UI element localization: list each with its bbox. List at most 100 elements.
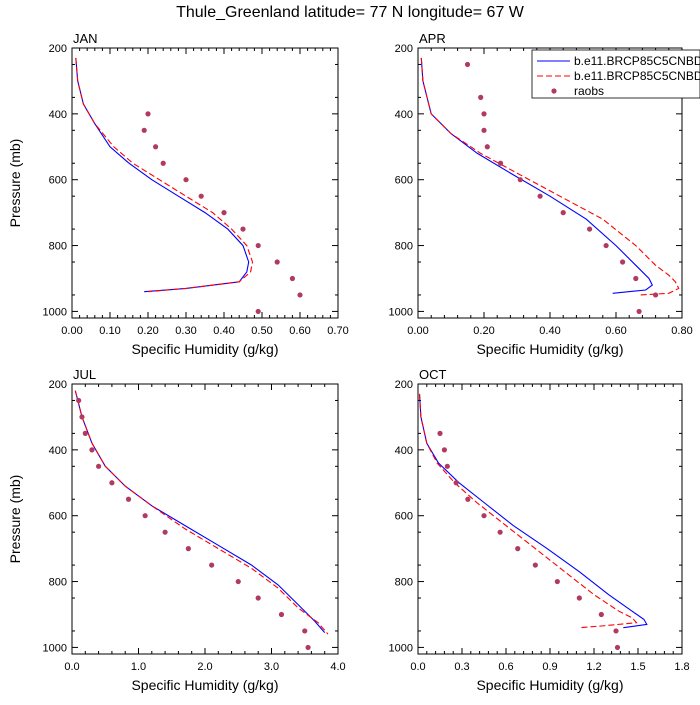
raobs-point — [302, 628, 308, 634]
raobs-point — [255, 595, 261, 601]
x-tick-label: 0.30 — [175, 325, 196, 337]
raobs-point — [305, 644, 311, 651]
raobs-point — [185, 546, 191, 552]
x-tick-label: 0.40 — [539, 325, 560, 337]
raobs-point — [517, 177, 523, 183]
x-tick-label: 1.0 — [131, 661, 146, 673]
data-layer — [418, 393, 648, 651]
raobs-point — [464, 61, 471, 68]
raobs-point — [481, 513, 487, 519]
y-tick-label: 200 — [49, 379, 67, 391]
model-line-dashed — [420, 57, 680, 296]
panel-label: JAN — [73, 31, 98, 46]
x-tick-label: 1.5 — [630, 661, 645, 673]
raobs-point — [255, 308, 261, 315]
x-tick-label: 1.2 — [586, 661, 601, 673]
x-axis-label: Specific Humidity (g/kg) — [476, 341, 623, 357]
x-axis-label: Specific Humidity (g/kg) — [131, 677, 278, 693]
raobs-point — [465, 496, 471, 502]
raobs-point — [576, 595, 582, 601]
y-tick-label: 600 — [395, 511, 413, 523]
x-tick-label: 3.0 — [264, 661, 279, 673]
model-line-solid — [420, 57, 653, 294]
raobs-point — [96, 463, 102, 469]
raobs-point — [437, 430, 443, 436]
panel-label: APR — [419, 31, 446, 46]
raobs-point — [89, 447, 95, 453]
raobs-point — [221, 210, 227, 216]
raobs-point — [537, 193, 543, 199]
panel-jul: JUL 0.0 1.0 2.0 3.0 4.0 200 400 600 800 1000 Specif… — [7, 367, 346, 693]
raobs-point — [441, 447, 447, 453]
raobs-point — [481, 127, 487, 133]
x-tick-label: 0.00 — [61, 325, 82, 337]
raobs-point — [76, 397, 82, 404]
raobs-point — [484, 144, 490, 150]
legend-box — [531, 49, 700, 99]
model-line-dashed — [75, 57, 254, 293]
y-tick-label: 800 — [49, 241, 67, 253]
y-tick-label: 800 — [395, 241, 413, 253]
x-tick-label: 0.60 — [605, 325, 626, 337]
y-tick-label: 1000 — [43, 642, 67, 654]
raobs-point — [532, 562, 538, 568]
data-layer — [420, 57, 680, 315]
x-tick-label: 0.50 — [251, 325, 272, 337]
x-tick-label: 0.20 — [473, 325, 494, 337]
y-tick-label: 1000 — [389, 306, 413, 318]
raobs-point — [209, 562, 215, 568]
raobs-point — [633, 275, 639, 282]
raobs-point — [554, 578, 560, 585]
raobs-point — [82, 430, 88, 436]
y-tick-label: 600 — [49, 175, 67, 187]
panel-oct: OCT 0.0 0.3 0.6 0.9 1.2 1.5 1.8 200 400 600 800 1000… — [389, 367, 690, 693]
raobs-point — [79, 414, 85, 420]
raobs-point — [636, 308, 642, 315]
model-line-dashed — [418, 393, 638, 629]
raobs-point — [614, 644, 621, 651]
raobs-point — [160, 160, 166, 166]
model-line-solid — [418, 393, 648, 629]
raobs-point — [289, 275, 295, 282]
y-tick-label: 200 — [49, 43, 67, 55]
raobs-point — [497, 529, 503, 535]
y-tick-label: 800 — [49, 577, 67, 589]
x-tick-label: 0.20 — [137, 325, 158, 337]
raobs-point — [481, 111, 487, 117]
plot-frame — [71, 47, 339, 319]
raobs-point — [278, 611, 285, 618]
raobs-point — [235, 578, 241, 585]
raobs-point — [141, 127, 147, 133]
y-tick-label: 800 — [395, 577, 413, 589]
x-tick-label: 2.0 — [197, 661, 212, 673]
raobs-point — [198, 193, 204, 199]
y-tick-label: 400 — [49, 445, 67, 457]
x-axis-label: Specific Humidity (g/kg) — [476, 677, 623, 693]
raobs-point — [613, 628, 619, 634]
x-tick-label: 0.70 — [327, 325, 348, 337]
legend-entry: raobs — [574, 84, 604, 98]
panel-label: OCT — [419, 367, 447, 382]
legend-entry: b.e11.BRCP85C5CNBDRD — [574, 69, 700, 83]
y-axis-label: Pressure (mb) — [7, 139, 23, 228]
x-tick-label: 0.00 — [407, 325, 428, 337]
legend-swatch-marker — [551, 88, 557, 94]
data-layer — [75, 57, 303, 315]
x-tick-label: 0.0 — [64, 661, 79, 673]
y-tick-label: 1000 — [389, 642, 413, 654]
raobs-point — [145, 111, 151, 117]
x-tick-label: 4.0 — [330, 661, 345, 673]
raobs-point — [153, 144, 159, 150]
model-line-solid — [74, 390, 326, 633]
raobs-point — [497, 160, 504, 166]
x-tick-label: 0.40 — [213, 325, 234, 337]
raobs-point — [142, 513, 148, 519]
y-tick-label: 200 — [395, 379, 413, 391]
raobs-point — [560, 210, 566, 216]
x-tick-label: 0.3 — [454, 661, 469, 673]
plot-frame — [71, 383, 339, 655]
x-tick-label: 0.80 — [671, 325, 692, 337]
model-line-dashed — [74, 390, 329, 635]
